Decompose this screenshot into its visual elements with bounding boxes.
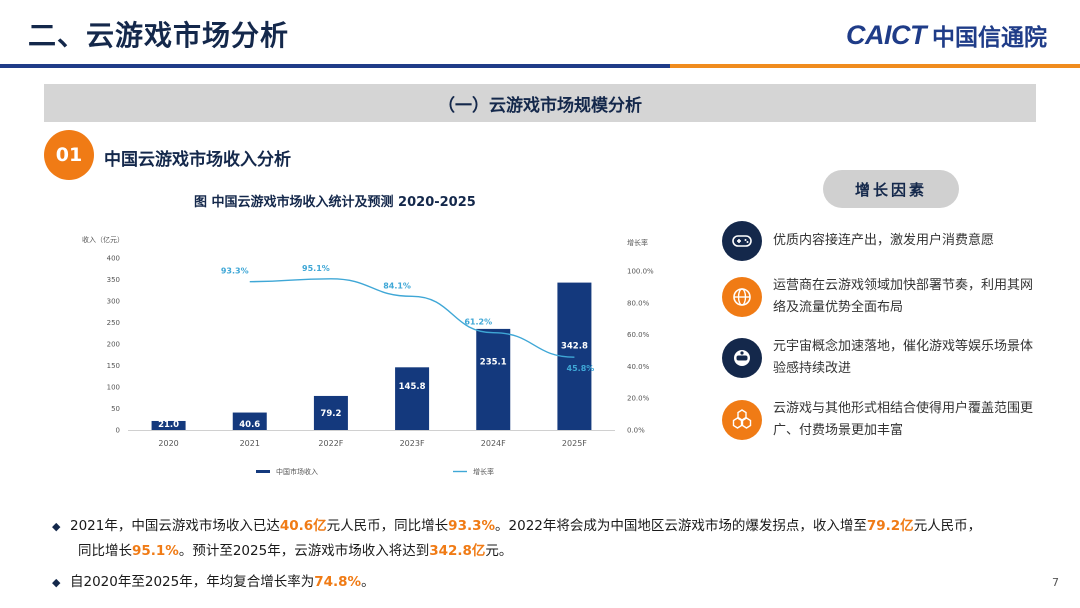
revenue-chart: 收入（亿元） 增长率 400 350 300 250 200 150 100 50 0 100.0% 8… [82,235,654,476]
diamond-bullet-icon: ◆ [52,520,61,533]
y2-tick-label: 0.0% [627,427,645,435]
bullet-text: 。2022年将会成为中国地区云游戏市场的爆发拐点，收入增至 [495,518,867,534]
highlight-value: 74.8% [314,574,362,590]
bar [476,328,511,430]
y2-tick-label: 100.0% [627,268,654,276]
x-tick-label: 2025F [562,439,587,448]
section-number-badge: 01 [44,130,94,180]
y-axis-title: 收入（亿元） [82,235,124,244]
y2-tick-label: 60.0% [627,331,650,339]
growth-rate-label: 84.1% [383,281,411,290]
hexagon-cluster-icon [722,400,762,440]
growth-rate-label: 45.8% [567,364,595,373]
growth-rate-label: 95.1% [302,264,330,273]
growth-factors-title: 增长因素 [823,170,959,208]
chart-title: 图 中国云游戏市场收入统计及预测 2020-2025 [194,195,476,210]
y-tick-label: 0 [116,427,120,435]
x-tick-label: 2021 [240,439,260,448]
growth-rate-line [249,278,575,358]
page-title: 二、云游戏市场分析 [28,19,290,52]
growth-rate-label: 93.3% [221,267,249,276]
y-tick-label: 200 [107,341,120,349]
bar-value-label: 342.8 [561,342,588,352]
y2-tick-label: 20.0% [627,395,650,403]
bullet-text: 。预计至2025年，云游戏市场收入将达到 [178,543,430,559]
factor-text: 优质内容接连产出，激发用户消费意愿 [773,233,995,248]
bar [313,395,348,430]
y-tick-label: 300 [107,298,120,306]
globe-icon [722,277,762,317]
bullet-text: 同比增长 [78,543,132,559]
header-rule-orange [670,64,1080,68]
y-tick-label: 150 [107,362,120,370]
gamepad-icon [722,221,762,261]
x-tick-label: 2022F [318,439,343,448]
y-tick-label: 250 [107,319,120,327]
x-tick-label: 2024F [481,439,506,448]
caict-logo: CAICT 中国信通院 [846,18,1047,52]
summary-bullet-1: ◆ 2021年，中国云游戏市场收入已达40.6亿元人民币，同比增长93.3%。20… [52,514,1042,564]
highlight-value: 93.3% [448,518,496,534]
bar [151,420,186,430]
y2-tick-label: 40.0% [627,363,650,371]
legend-swatch-bar [256,470,270,473]
section-title: 中国云游戏市场收入分析 [104,150,291,170]
highlight-value: 40.6亿 [279,518,327,534]
bullet-text: 。 [361,574,375,590]
factor-text: 元宇宙概念加速落地，催化游戏等娱乐场景体验感持续改进 [773,339,1034,376]
bar-value-label: 145.8 [399,382,426,392]
highlight-value: 95.1% [132,543,179,559]
bar-value-label: 235.1 [480,357,507,367]
factor-text: 云游戏与其他形式相结合使得用户覆盖范围更广、付费场景更加丰富 [773,401,1034,438]
factor-item: 优质内容接连产出，激发用户消费意愿 [722,221,1042,261]
page-number: 7 [1052,576,1059,589]
bar [232,412,267,430]
y-tick-label: 50 [111,405,120,413]
header-rule-blue [0,64,670,68]
y-tick-label: 350 [107,276,120,284]
y-tick-label: 400 [107,255,120,263]
highlight-value: 342.8亿 [429,543,486,559]
highlight-value: 79.2亿 [866,518,914,534]
x-tick-label: 2023F [400,439,425,448]
y2-axis-title: 增长率 [627,238,648,247]
factor-item: 运营商在云游戏领域加快部署节奏，利用其网络及流量优势全面布局 [722,275,1042,319]
bar-value-label: 79.2 [320,409,341,419]
diamond-bullet-icon: ◆ [52,576,61,589]
vr-headset-icon [722,338,762,378]
bullet-text: 元。 [485,543,513,559]
bar [395,367,430,430]
bullet-text: 元人民币， [913,518,982,534]
y-tick-label: 100 [107,384,120,392]
factor-item: 云游戏与其他形式相结合使得用户覆盖范围更广、付费场景更加丰富 [722,398,1042,442]
legend-label: 中国市场收入 [276,467,318,476]
bar-value-label: 21.0 [158,420,179,430]
legend-label: 增长率 [473,467,494,476]
factor-item: 元宇宙概念加速落地，催化游戏等娱乐场景体验感持续改进 [722,336,1042,380]
logo-zh: 中国信通院 [932,25,1047,51]
bullet-text: 自2020年至2025年，年均复合增长率为 [70,574,315,590]
x-tick-label: 2020 [158,439,178,448]
bullet-text: 2021年，中国云游戏市场收入已达 [70,518,280,534]
summary-bullet-2: ◆ 自2020年至2025年，年均复合增长率为74.8%。 [52,570,1042,595]
logo-en: CAICT [846,19,927,50]
y2-tick-label: 80.0% [627,299,650,307]
bullet-text: 元人民币，同比增长 [326,518,449,534]
growth-rate-label: 61.2% [464,318,492,327]
bar-value-label: 40.6 [239,420,260,430]
factor-text: 运营商在云游戏领域加快部署节奏，利用其网络及流量优势全面布局 [773,278,1034,315]
section-band: （一）云游戏市场规模分析 [44,84,1036,122]
